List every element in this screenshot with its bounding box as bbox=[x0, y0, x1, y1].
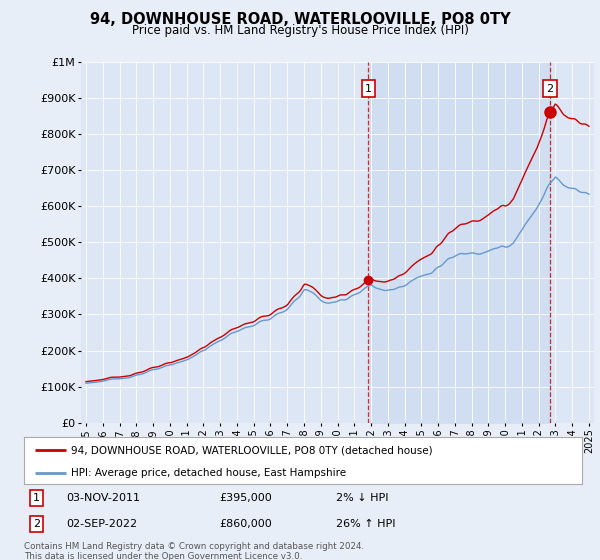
Text: Price paid vs. HM Land Registry's House Price Index (HPI): Price paid vs. HM Land Registry's House … bbox=[131, 24, 469, 36]
Text: Contains HM Land Registry data © Crown copyright and database right 2024.
This d: Contains HM Land Registry data © Crown c… bbox=[24, 542, 364, 560]
Text: 1: 1 bbox=[365, 83, 372, 94]
Text: 1: 1 bbox=[33, 493, 40, 503]
Text: £395,000: £395,000 bbox=[220, 493, 272, 503]
Text: 94, DOWNHOUSE ROAD, WATERLOOVILLE, PO8 0TY (detached house): 94, DOWNHOUSE ROAD, WATERLOOVILLE, PO8 0… bbox=[71, 445, 433, 455]
Text: 03-NOV-2011: 03-NOV-2011 bbox=[66, 493, 140, 503]
Text: 94, DOWNHOUSE ROAD, WATERLOOVILLE, PO8 0TY: 94, DOWNHOUSE ROAD, WATERLOOVILLE, PO8 0… bbox=[89, 12, 511, 27]
Text: HPI: Average price, detached house, East Hampshire: HPI: Average price, detached house, East… bbox=[71, 468, 347, 478]
Text: £860,000: £860,000 bbox=[220, 519, 272, 529]
Text: 2: 2 bbox=[33, 519, 40, 529]
Text: 26% ↑ HPI: 26% ↑ HPI bbox=[337, 519, 396, 529]
Text: 2% ↓ HPI: 2% ↓ HPI bbox=[337, 493, 389, 503]
Text: 2: 2 bbox=[547, 83, 553, 94]
Text: 02-SEP-2022: 02-SEP-2022 bbox=[66, 519, 137, 529]
